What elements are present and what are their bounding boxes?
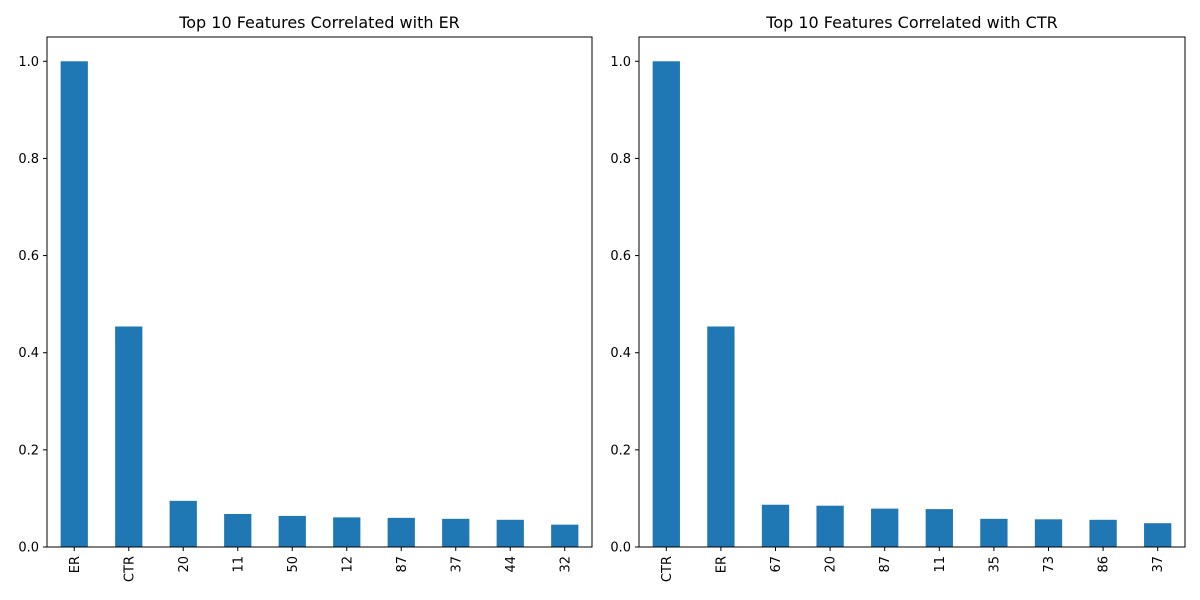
x-tick-label: ER (714, 556, 729, 573)
y-tick-label: 0.6 (610, 249, 631, 264)
x-tick-label: 20 (177, 556, 192, 573)
bar (1034, 519, 1063, 547)
chart-panel-ctr: Top 10 Features Correlated with CTR 0.0 0… (610, 13, 1186, 582)
y-tick-label: 0.2 (610, 443, 631, 458)
x-tick-label: 87 (878, 556, 893, 573)
y-tick-label: 0.8 (610, 152, 631, 167)
bar (387, 517, 415, 547)
x-tick-label: 11 (231, 556, 246, 573)
x-tick-label: 12 (340, 556, 355, 573)
y-tick-label: 0.0 (610, 541, 631, 556)
y-tick-label: 0.4 (18, 346, 39, 361)
y-tick-label: 1.0 (610, 55, 631, 70)
axes-frame (638, 36, 1186, 548)
bar (1089, 519, 1117, 547)
x-tick-label: 37 (449, 556, 464, 573)
bar (442, 518, 470, 547)
bar (761, 504, 790, 547)
bar (925, 509, 953, 547)
bar (980, 518, 1008, 547)
y-tick-label: 0.4 (610, 346, 631, 361)
x-tick-label: 67 (769, 556, 784, 573)
y-tick-label: 1.0 (18, 55, 39, 70)
y-tick-label: 0.0 (18, 541, 39, 556)
bar (707, 326, 735, 547)
x-tick-label: 87 (395, 556, 410, 573)
bar (551, 524, 579, 547)
y-tick-label: 0.8 (18, 152, 39, 167)
bar (496, 519, 524, 547)
x-tick-label: 11 (933, 556, 948, 573)
chart-panel-er: Top 10 Features Correlated with ER 0.0 0.… (18, 13, 593, 582)
bar (115, 326, 143, 547)
x-tick-label: 86 (1097, 556, 1112, 573)
x-tick-label: 35 (987, 556, 1002, 573)
axes-frame (46, 36, 593, 548)
bar (871, 508, 899, 547)
bar (652, 61, 680, 548)
x-tick-label: 37 (1151, 556, 1166, 573)
chart-title: Top 10 Features Correlated with CTR (765, 13, 1057, 32)
bar (60, 61, 88, 548)
y-tick-label: 0.2 (18, 443, 39, 458)
x-tick-label: 50 (286, 556, 301, 573)
bar (816, 505, 844, 547)
chart-title: Top 10 Features Correlated with ER (178, 13, 460, 32)
x-tick-label: 32 (558, 556, 573, 573)
bar (1144, 523, 1172, 547)
x-tick-label: CTR (122, 556, 137, 582)
bar (224, 513, 252, 547)
x-tick-label: 44 (504, 556, 519, 573)
x-tick-label: 73 (1042, 556, 1057, 573)
y-tick-label: 0.6 (18, 249, 39, 264)
x-tick-label: CTR (660, 556, 675, 582)
bar (169, 500, 197, 547)
bar (333, 517, 361, 547)
x-tick-label: 20 (824, 556, 839, 573)
bar (278, 515, 306, 547)
x-tick-label: ER (68, 556, 83, 573)
